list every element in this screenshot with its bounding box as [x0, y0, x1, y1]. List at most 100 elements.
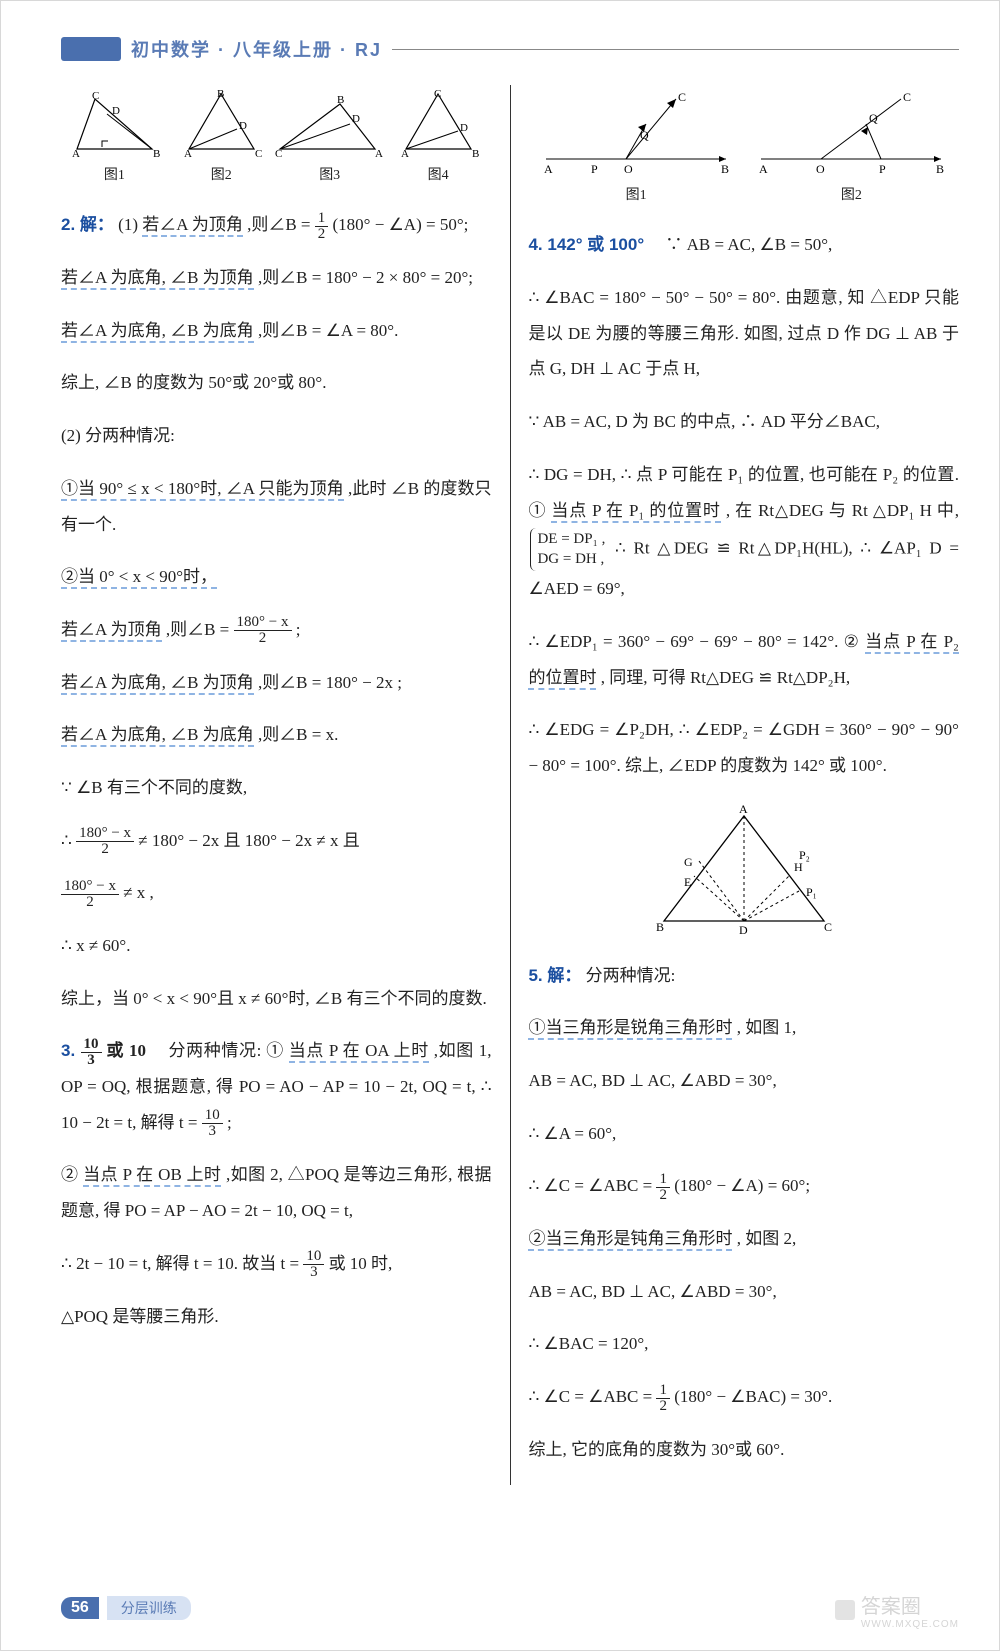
svg-text:A: A: [401, 148, 409, 159]
q4-figure: A BC D GE H P₂P₁: [528, 801, 959, 941]
q5-c1b: AB = AC, BD ⊥ AC, ∠ABD = 30°,: [528, 1063, 959, 1099]
q2-ineq2: 180° − x2 ≠ x ,: [61, 875, 492, 911]
q2-1a: 若∠A 为顶角: [142, 215, 243, 237]
q3-c2-u: 当点 P 在 OB 上时: [83, 1165, 221, 1187]
watermark-text: 答案圈: [861, 1590, 959, 1619]
svg-text:P: P: [591, 162, 598, 176]
q2-ineq2-post: ≠ x ,: [123, 883, 154, 902]
q2-ineq1-pre: ∴: [61, 831, 76, 850]
q5-c2-line: ②当三角形是钝角三角形时 , 如图 2,: [528, 1221, 959, 1257]
q5-c1-line: ①当三角形是锐角三角形时 , 如图 1,: [528, 1010, 959, 1046]
svg-text:D: D: [239, 120, 247, 132]
q2-so-x: ∴ x ≠ 60°.: [61, 928, 492, 964]
frac: 12: [656, 1172, 670, 1203]
frac: 103: [202, 1108, 223, 1139]
fig3-caption: 图3: [275, 161, 385, 190]
q5-c1d-pre: ∴ ∠C = ∠ABC =: [528, 1176, 656, 1195]
svg-text:A: A: [72, 148, 80, 159]
frac: 180° − x2: [76, 826, 134, 857]
q5-label: 5. 解：: [528, 966, 581, 985]
q2-c2a: ②当 0° < x < 90°时，: [61, 567, 217, 589]
q3-label: 3.: [61, 1041, 81, 1060]
frac: 180° − x2: [61, 879, 119, 910]
q2-label: 2. 解：: [61, 215, 114, 234]
q3-c2-b: ∴ 2t − 10 = t, 解得 t = 10. 故当 t = 103 或 1…: [61, 1246, 492, 1282]
q4d-line: ∴ DG = DH, ∴ 点 P 可能在 P₁ 的位置, 也可能在 P₂ 的位置…: [528, 457, 959, 607]
left-column: A B C D 图1 A C B D 图2: [61, 85, 492, 1485]
watermark-icon: [835, 1600, 855, 1620]
svg-text:A: A: [544, 162, 553, 176]
svg-text:C: C: [678, 90, 686, 104]
q5-c1-u: ①当三角形是锐角三角形时: [528, 1018, 732, 1040]
q3-c1b: ;: [227, 1113, 232, 1132]
svg-text:B: B: [472, 148, 479, 159]
q4-c1-u: 当点 P 在 P₁ 的位置时: [551, 501, 720, 523]
svg-text:C: C: [275, 148, 282, 159]
svg-text:C: C: [255, 148, 262, 159]
q5-c1d-post: (180° − ∠A) = 60°;: [674, 1176, 810, 1195]
svg-text:D: D: [352, 113, 360, 125]
figure-r1: AP OB QC 图1: [528, 89, 743, 210]
column-divider: [510, 85, 511, 1485]
svg-text:D: D: [112, 105, 120, 117]
q4-c2a: , 同理, 可得 Rt△DEG ≌ Rt△DP₂H,: [601, 668, 850, 687]
svg-text:D: D: [739, 923, 748, 937]
q2-c2-l3a: 若∠A 为底角, ∠B 为底角: [61, 725, 254, 747]
svg-text:P₂: P₂: [799, 848, 810, 862]
q3-c2-pre: ②: [61, 1165, 78, 1184]
q2-3a: 若∠A 为底角, ∠B 为底角: [61, 321, 254, 343]
frac: 180° − x2: [234, 615, 292, 646]
main-columns: A B C D 图1 A C B D 图2: [61, 85, 959, 1485]
svg-text:D: D: [460, 122, 468, 134]
q5-split: 分两种情况:: [586, 966, 676, 985]
q2-since: ∵ ∠B 有三个不同的度数,: [61, 770, 492, 806]
q3-line: 3. 103 或 10 分两种情况: ① 当点 P 在 OA 上时 ,如图 1,…: [61, 1033, 492, 1140]
brace-case: DE = DP₁ , DG = DH ,: [530, 528, 605, 571]
q5-c2-u: ②当三角形是钝角三角形时: [528, 1229, 732, 1251]
q2-ineq1-post: ≠ 180° − 2x 且 180° − 2x ≠ x 且: [138, 831, 359, 850]
q4a: ∵ AB = AC, ∠B = 50°,: [648, 235, 832, 254]
rfig1-caption: 图1: [528, 181, 743, 210]
svg-text:C: C: [434, 89, 441, 100]
q3-split: 分两种情况: ①: [151, 1041, 284, 1060]
q5-c2a: , 如图 2,: [737, 1229, 797, 1248]
frac: 12: [656, 1383, 670, 1414]
q5-c2d-pre: ∴ ∠C = ∠ABC =: [528, 1387, 656, 1406]
svg-text:C: C: [824, 920, 832, 934]
figure-r2: AO PB QC 图2: [744, 89, 959, 210]
q5-c1c: ∴ ∠A = 60°,: [528, 1116, 959, 1152]
q2-3b: ,则∠B = ∠A = 80°.: [258, 321, 398, 340]
footer-section: 分层训练: [107, 1596, 191, 1620]
q2-c2-l2: 若∠A 为底角, ∠B 为顶角 ,则∠B = 180° − 2x ;: [61, 665, 492, 701]
q2-line2: 若∠A 为底角, ∠B 为顶角 ,则∠B = 180° − 2 × 80° = …: [61, 260, 492, 296]
figures-row-2: AP OB QC 图1 AO PB QC: [528, 89, 959, 210]
svg-text:B: B: [721, 162, 729, 176]
page: 初中数学 · 八年级上册 · RJ AB CD 图1: [0, 0, 1000, 1651]
q2-line1: 2. 解： (1) 若∠A 为顶角 ,则∠B = 12 (180° − ∠A) …: [61, 207, 492, 243]
figure-4: AB CD 图4: [385, 89, 492, 190]
frac: 103: [303, 1249, 324, 1280]
svg-text:O: O: [816, 162, 825, 176]
page-number: 56: [61, 1597, 99, 1619]
q4-c1a: , 在 Rt△DEG 与 Rt △DP₁ H 中,: [726, 501, 959, 520]
svg-text:B: B: [936, 162, 944, 176]
q5-c1a: , 如图 1,: [737, 1018, 797, 1037]
q3-c2c: 或 10 时,: [329, 1254, 393, 1273]
svg-text:B: B: [656, 920, 664, 934]
fig2-caption: 图2: [168, 161, 275, 190]
q2-c2-l1a: 若∠A 为顶角: [61, 620, 162, 642]
svg-text:B: B: [153, 148, 160, 159]
q2-c2-l1: 若∠A 为顶角 ,则∠B = 180° − x2 ;: [61, 612, 492, 648]
brand-logo: [61, 37, 121, 61]
q4-line1: 4. 142° 或 100° ∵ AB = AC, ∠B = 50°,: [528, 227, 959, 263]
fig1-caption: 图1: [61, 161, 168, 190]
q5-c2d-line: ∴ ∠C = ∠ABC = 12 (180° − ∠BAC) = 30°.: [528, 1379, 959, 1415]
svg-text:A: A: [184, 148, 192, 159]
figure-1: AB CD 图1: [61, 89, 168, 190]
svg-text:O: O: [624, 162, 633, 176]
svg-text:P₁: P₁: [806, 885, 817, 899]
q4b: ∴ ∠BAC = 180° − 50° − 50° = 80°. 由题意, 知 …: [528, 280, 959, 387]
q2-1-pre: (1): [118, 215, 142, 234]
footer: 56 分层训练: [61, 1596, 191, 1620]
q3-c2b: ∴ 2t − 10 = t, 解得 t = 10. 故当 t =: [61, 1254, 303, 1273]
